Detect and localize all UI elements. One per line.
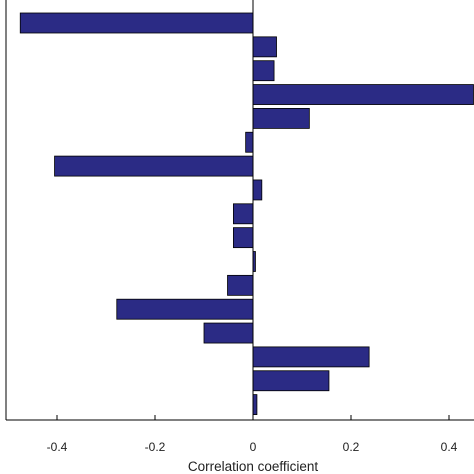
bar-3 [252, 60, 275, 82]
x-tick-label: 0.4 [441, 440, 458, 454]
x-tick-label: -0.4 [47, 440, 68, 454]
bar-1 [19, 12, 254, 34]
bar-7 [54, 155, 254, 177]
x-tick-label: 0 [250, 440, 257, 454]
bar-15 [252, 346, 370, 368]
bar-6 [245, 131, 254, 153]
bar-13 [116, 298, 254, 320]
bar-16 [252, 370, 330, 392]
bar-10 [232, 227, 254, 249]
bar-4 [252, 84, 474, 105]
bar-8 [252, 179, 263, 201]
x-tick-label: 0.2 [343, 440, 360, 454]
axes-group: -0.4 -0.2 0 0.2 0.4 [5, 0, 474, 454]
bar-17 [252, 394, 258, 416]
bar-9 [232, 203, 254, 225]
x-tick-label: -0.2 [145, 440, 166, 454]
bar-2 [252, 36, 277, 58]
bar-14 [203, 322, 254, 344]
bar-5 [252, 108, 310, 129]
bar-12 [227, 274, 254, 296]
x-axis-title: Correlation coefficient [188, 459, 319, 474]
bars-group [19, 12, 474, 416]
